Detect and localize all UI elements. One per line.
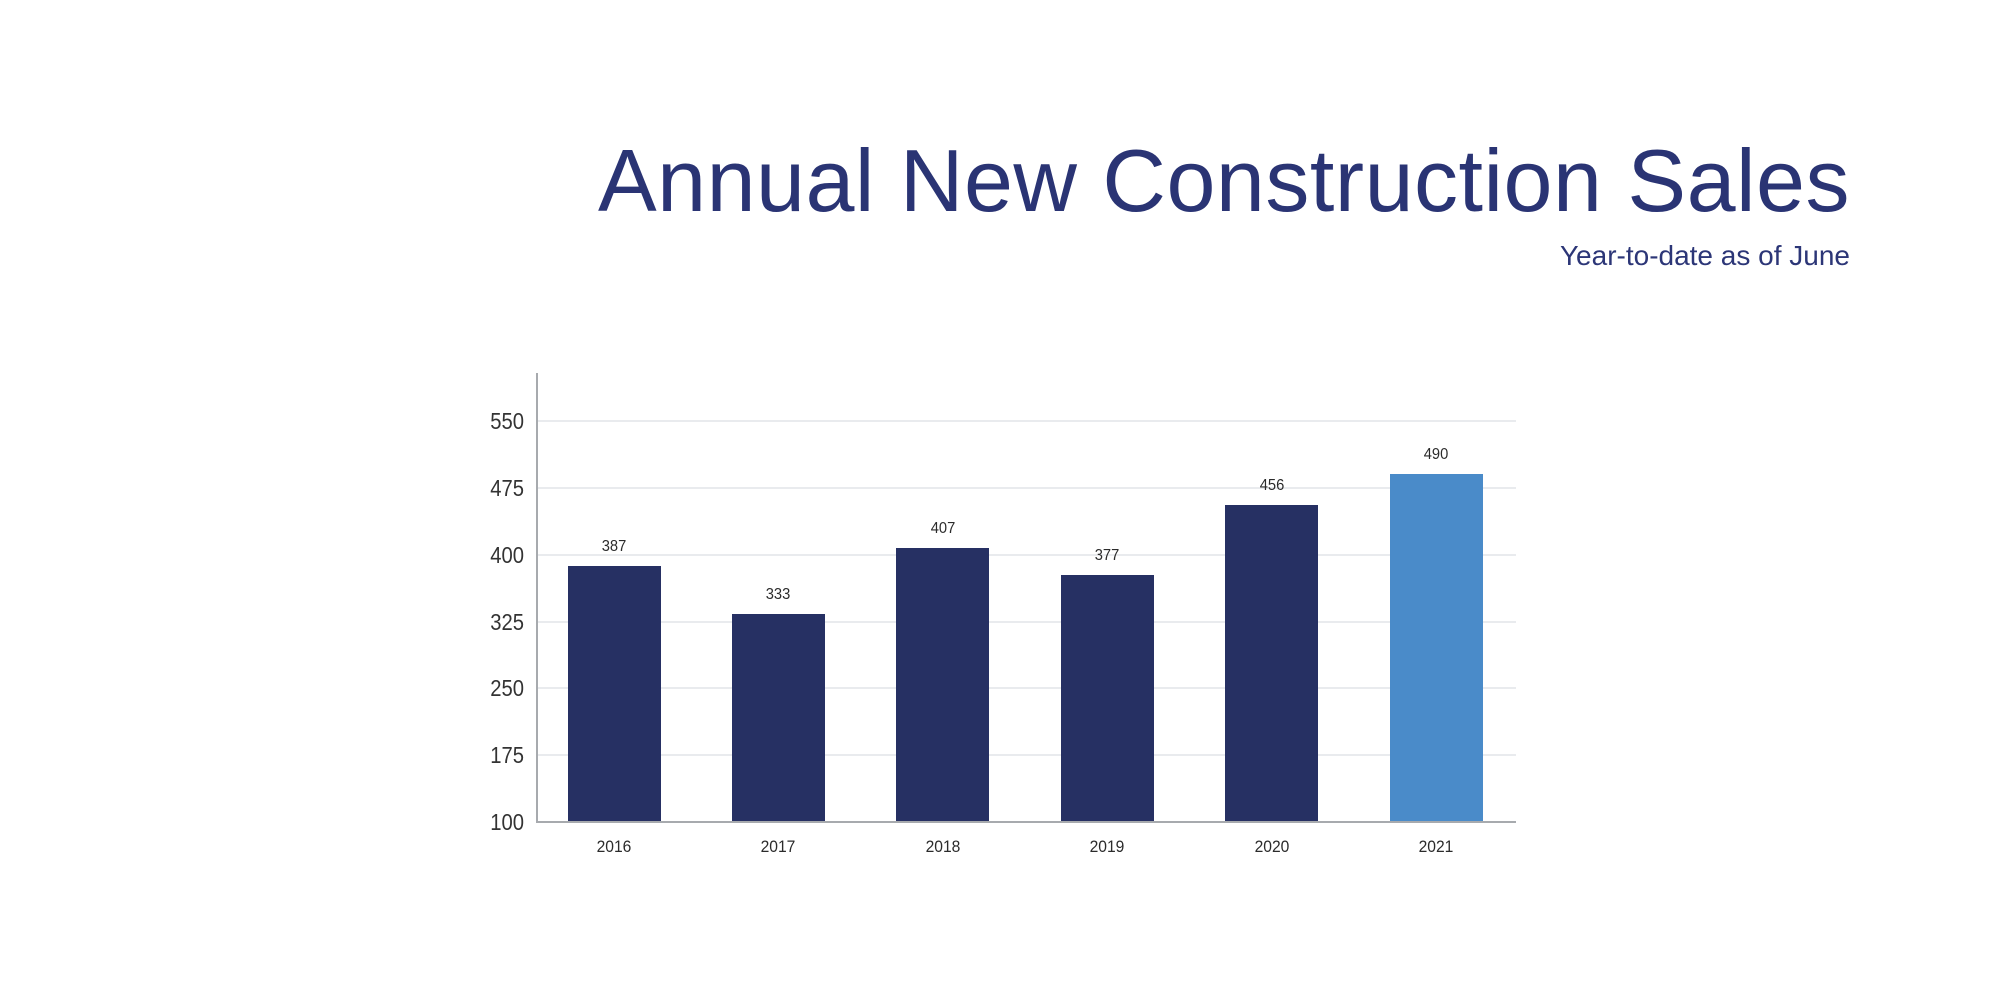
x-axis-line xyxy=(536,821,1516,823)
bar-value-label-2019: 377 xyxy=(1094,547,1120,565)
y-tick-label-550: 550 xyxy=(490,408,524,434)
bar-value-label-2017: 333 xyxy=(766,586,791,604)
y-tick-label-175: 175 xyxy=(490,742,524,769)
y-tick-label-400: 400 xyxy=(490,541,524,568)
bar-2021 xyxy=(1389,474,1483,822)
bar-2017 xyxy=(731,614,825,822)
x-axis-label-2020: 2020 xyxy=(1254,837,1289,856)
y-axis-line xyxy=(536,373,538,822)
bar-value-label-2016: 387 xyxy=(601,538,627,556)
gridline-475 xyxy=(536,486,1516,489)
y-tick-label-475: 475 xyxy=(490,474,524,501)
x-axis-label-2017: 2017 xyxy=(760,837,796,856)
bar-2020 xyxy=(1225,504,1319,822)
bar-value-label-2020: 456 xyxy=(1259,476,1284,494)
bar-2016 xyxy=(567,566,661,822)
gridline-400 xyxy=(536,553,1516,556)
chart-title: Annual New Construction Sales xyxy=(597,131,1850,230)
x-axis-label-2019: 2019 xyxy=(1089,837,1125,856)
x-axis-label-2018: 2018 xyxy=(925,837,961,856)
bar-2019 xyxy=(1060,575,1154,822)
y-tick-label-100: 100 xyxy=(490,809,524,835)
gridline-325 xyxy=(536,620,1516,623)
bar-2018 xyxy=(896,548,990,822)
chart-subtitle: Year-to-date as of June xyxy=(1559,240,1850,271)
x-axis-label-2016: 2016 xyxy=(596,837,632,856)
bar-value-label-2018: 407 xyxy=(930,520,956,538)
y-tick-label-325: 325 xyxy=(490,608,524,635)
x-axis-label-2021: 2021 xyxy=(1418,837,1454,856)
gridline-175 xyxy=(536,754,1516,757)
bar-value-label-2021: 490 xyxy=(1423,446,1449,464)
gridline-250 xyxy=(536,687,1516,690)
y-tick-label-250: 250 xyxy=(490,675,524,702)
gridline-550 xyxy=(536,420,1516,422)
